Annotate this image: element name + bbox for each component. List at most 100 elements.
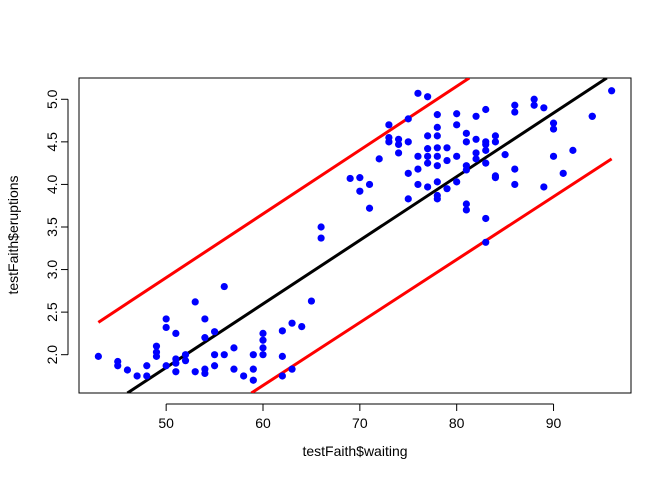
data-point [307, 297, 316, 305]
data-point [172, 368, 180, 376]
data-point [540, 183, 548, 191]
y-tick-label: 3.5 [44, 217, 60, 237]
data-point [472, 135, 480, 143]
data-point [424, 159, 432, 167]
data-point [569, 146, 577, 154]
data-point [404, 115, 412, 123]
data-point [375, 155, 383, 163]
data-point [317, 223, 325, 231]
data-point [172, 359, 180, 367]
data-point [482, 214, 490, 223]
data-point [511, 101, 519, 109]
data-point [288, 365, 296, 373]
data-point [210, 328, 219, 336]
data-point [424, 93, 432, 101]
data-point [433, 132, 441, 140]
data-point [443, 185, 451, 193]
data-point [152, 348, 161, 356]
data-point [549, 125, 558, 133]
x-axis-title: testFaith$waiting [302, 443, 407, 459]
data-point [472, 149, 480, 157]
data-point [433, 144, 441, 152]
data-point [394, 149, 403, 157]
data-point [249, 365, 257, 373]
data-point [501, 151, 509, 159]
x-tick-label: 60 [255, 415, 271, 431]
data-point [152, 342, 161, 350]
data-point [540, 104, 548, 112]
data-point [385, 121, 393, 129]
data-point [210, 351, 219, 359]
data-point [443, 156, 451, 165]
data-point [511, 180, 519, 189]
data-point [472, 112, 480, 120]
plot-frame [78, 77, 632, 394]
data-point [259, 329, 267, 338]
data-point [462, 206, 470, 214]
data-point [191, 298, 199, 306]
data-point [482, 105, 490, 114]
data-point [288, 319, 296, 327]
data-point [462, 166, 470, 174]
data-point [482, 146, 490, 154]
data-point [259, 336, 267, 344]
data-point [462, 129, 470, 137]
data-point [220, 351, 228, 359]
data-point [394, 140, 403, 149]
y-tick-label: 5.0 [44, 89, 60, 109]
data-point [424, 152, 432, 160]
data-point [424, 145, 432, 153]
data-point [365, 204, 374, 212]
data-point [181, 351, 190, 359]
lower-bound-line [250, 157, 613, 393]
data-point [462, 200, 470, 208]
data-point [482, 238, 490, 246]
data-point [230, 365, 238, 373]
data-point [230, 344, 238, 352]
y-tick-label: 4.0 [44, 174, 60, 194]
y-axis-title: testFaith$eruptions [5, 175, 21, 294]
data-point [201, 334, 209, 342]
data-point [298, 322, 306, 331]
data-point [433, 123, 441, 131]
data-point [433, 178, 441, 186]
data-point [220, 282, 228, 291]
data-point [443, 144, 451, 152]
data-point [433, 152, 441, 160]
data-point [549, 152, 558, 160]
points-layer [94, 87, 616, 384]
data-point [346, 174, 354, 183]
data-point [559, 169, 567, 177]
data-point [143, 362, 151, 370]
data-point [608, 87, 616, 95]
data-point [385, 138, 393, 146]
x-tick-label: 80 [449, 415, 465, 431]
y-axis: 2.0 2.5 3.0 3.5 4.0 4.5 5.0 [44, 89, 69, 365]
data-point [453, 110, 461, 118]
data-point [94, 352, 102, 360]
data-point [588, 112, 596, 120]
data-point [394, 135, 403, 143]
data-point [462, 138, 470, 146]
y-tick-label: 2.0 [44, 345, 60, 365]
data-point [511, 165, 519, 173]
data-point [530, 95, 538, 103]
data-point [210, 362, 219, 370]
data-point [404, 138, 412, 146]
data-point [191, 368, 199, 376]
data-point [317, 234, 325, 242]
data-point [511, 108, 519, 116]
data-point [433, 111, 441, 119]
data-point [143, 372, 151, 380]
data-point [123, 366, 132, 374]
data-point [162, 315, 170, 323]
data-point [259, 344, 267, 352]
y-tick-label: 2.5 [44, 302, 60, 322]
data-point [453, 178, 461, 186]
data-point [491, 138, 500, 146]
y-tick-label: 4.5 [44, 132, 60, 152]
data-point [365, 180, 374, 189]
data-point [530, 101, 538, 109]
x-axis: 50 60 70 80 90 [158, 403, 562, 431]
